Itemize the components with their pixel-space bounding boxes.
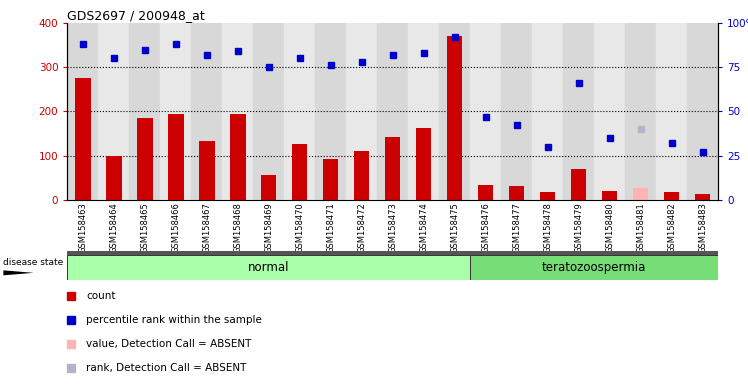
Bar: [323, 159, 338, 200]
Bar: [571, 169, 586, 200]
Text: normal: normal: [248, 262, 289, 274]
Bar: [532, 23, 563, 200]
Text: percentile rank within the sample: percentile rank within the sample: [86, 315, 262, 325]
Bar: [346, 23, 377, 200]
Text: GDS2697 / 200948_at: GDS2697 / 200948_at: [67, 9, 205, 22]
Bar: [222, 23, 254, 200]
Bar: [160, 23, 191, 200]
Bar: [416, 128, 432, 200]
Bar: [292, 144, 307, 200]
Text: count: count: [86, 291, 115, 301]
Bar: [470, 255, 718, 280]
Polygon shape: [3, 270, 34, 275]
Bar: [695, 194, 711, 200]
Bar: [354, 151, 370, 200]
Bar: [470, 23, 501, 200]
Bar: [509, 187, 524, 200]
Bar: [563, 23, 594, 200]
Bar: [377, 23, 408, 200]
Bar: [501, 23, 532, 200]
Bar: [633, 188, 649, 200]
Bar: [602, 191, 617, 200]
Bar: [284, 23, 315, 200]
Bar: [98, 23, 129, 200]
Bar: [67, 23, 98, 200]
Text: disease state: disease state: [3, 258, 64, 267]
Bar: [408, 23, 439, 200]
Bar: [447, 36, 462, 200]
Bar: [439, 23, 470, 200]
Bar: [540, 192, 555, 200]
Bar: [315, 23, 346, 200]
Bar: [168, 114, 183, 200]
Bar: [106, 156, 121, 200]
Bar: [137, 118, 153, 200]
Bar: [254, 23, 284, 200]
Text: rank, Detection Call = ABSENT: rank, Detection Call = ABSENT: [86, 363, 246, 373]
Bar: [687, 23, 718, 200]
Bar: [625, 23, 656, 200]
Bar: [230, 114, 245, 200]
Bar: [75, 78, 91, 200]
Bar: [199, 141, 215, 200]
Bar: [191, 23, 222, 200]
Bar: [129, 23, 160, 200]
Bar: [67, 255, 470, 280]
Bar: [594, 23, 625, 200]
Bar: [663, 192, 679, 200]
Bar: [261, 174, 277, 200]
Bar: [656, 23, 687, 200]
Text: teratozoospermia: teratozoospermia: [542, 262, 646, 274]
Bar: [478, 185, 494, 200]
Text: value, Detection Call = ABSENT: value, Detection Call = ABSENT: [86, 339, 251, 349]
Bar: [385, 137, 400, 200]
